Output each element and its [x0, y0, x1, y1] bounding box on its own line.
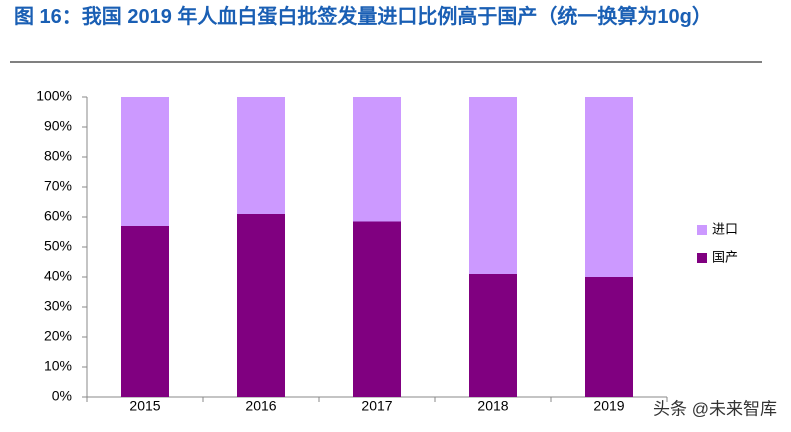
y-tick-label: 60%: [44, 208, 72, 224]
y-tick-label: 40%: [44, 268, 72, 284]
bar-segment: [469, 274, 517, 397]
y-tick-label: 90%: [44, 118, 72, 134]
x-tick-label: 2019: [593, 398, 624, 414]
legend-swatch: [697, 225, 707, 235]
y-tick-label: 50%: [44, 238, 72, 254]
bar-segment: [353, 97, 401, 222]
legend-swatch: [697, 253, 707, 263]
y-tick-label: 30%: [44, 298, 72, 314]
bar-segment: [121, 226, 169, 397]
bar-segment: [121, 97, 169, 226]
y-tick-label: 70%: [44, 178, 72, 194]
legend-label: 进口: [712, 221, 738, 236]
y-tick-label: 80%: [44, 148, 72, 164]
bar-segment: [469, 97, 517, 274]
bar-segment: [237, 97, 285, 214]
y-tick-label: 10%: [44, 358, 72, 374]
x-tick-label: 2018: [477, 398, 508, 414]
y-tick-label: 100%: [36, 88, 72, 104]
x-tick-label: 2015: [129, 398, 160, 414]
bar-segment: [353, 221, 401, 397]
x-tick-label: 2016: [245, 398, 276, 414]
bar-segment: [237, 214, 285, 397]
chart-title: 图 16：我国 2019 年人血白蛋白批签发量进口比例高于国产（统一换算为10g…: [14, 6, 712, 28]
y-tick-label: 0%: [52, 388, 72, 404]
bar-segment: [585, 277, 633, 397]
y-tick-label: 20%: [44, 328, 72, 344]
bar-segment: [585, 97, 633, 277]
x-tick-label: 2017: [361, 398, 392, 414]
legend-label: 国产: [712, 249, 738, 264]
watermark: 头条 @未来智库: [653, 399, 777, 418]
